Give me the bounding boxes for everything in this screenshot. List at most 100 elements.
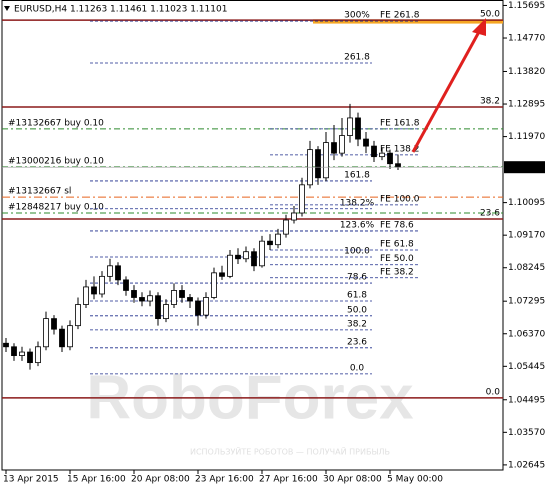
candle-body [219,272,225,277]
candle-body [251,251,257,267]
candle-body [163,304,169,320]
candle-body [115,265,121,281]
candle-body [339,135,345,154]
y-tick-label: 1.12895 [508,100,545,110]
candle-body [155,295,161,320]
arrow-head [472,18,486,36]
candle-body [267,240,273,246]
y-tick-label: 1.05445 [508,362,545,372]
range-level-label: 50.0 [480,10,500,20]
candle-body [387,152,393,165]
candle-body [363,138,369,147]
candle-body [259,240,265,267]
y-tick-label: 1.07295 [508,297,545,307]
y-tick-label: 1.04495 [508,395,545,405]
candle-body [3,342,9,348]
x-tick-label: 23 Apr 16:00 [195,475,254,485]
candle-body [371,145,377,158]
candle-body [51,318,57,330]
order-label: #13000216 buy 0.10 [8,156,104,166]
x-tick-label: 27 Apr 16:00 [259,475,318,485]
candle-body [187,297,193,302]
y-tick-label: 1.10095 [508,198,545,208]
candle-body [299,184,305,214]
candle-body [43,318,49,348]
x-tick-label: 5 May 00:00 [387,475,443,485]
x-tick-label: 15 Apr 16:00 [67,475,126,485]
expansion-label: FE 161.8 [380,118,420,128]
arrow [411,29,482,153]
candle-body [11,346,17,356]
candle-body [203,297,209,316]
retracement-label: 100.0 [344,247,370,257]
expansion-label: FE 50.0 [380,254,414,264]
current-price-label: 1.11101 [508,163,545,173]
range-level-label: 23.6 [480,208,500,218]
candle-body [395,163,401,168]
candle-body [27,351,33,364]
candle-body [75,304,81,327]
retracement-label: 300% [344,11,370,21]
menu-icon [4,6,10,11]
y-tick-label: 1.15695 [508,1,545,11]
candle-body [107,265,113,277]
expansion-label: FE 61.8 [380,239,414,249]
candle-body [347,117,353,136]
candle-body [211,272,217,298]
y-tick-label: 1.14770 [508,34,545,44]
candle-body [235,254,241,260]
order-label: #13132667 sl [8,187,71,197]
retracement-label: 161.8 [344,170,370,180]
x-tick-label: 30 Apr 08:00 [323,475,382,485]
y-tick-label: 1.11970 [508,132,545,142]
candle-body [323,142,329,179]
candle-body [331,142,337,154]
candle-body [179,290,185,298]
candle-body [59,328,65,348]
x-tick-label: 13 Apr 2015 [3,475,59,485]
y-tick-label: 1.09170 [508,231,545,241]
candle-body [131,290,137,298]
candle-body [19,351,25,356]
retracement-label: 23.6 [347,337,367,347]
candle-body [35,346,41,364]
retracement-label: 0.0 [350,363,365,373]
range-level-label: 0.0 [486,387,501,397]
expansion-label: FE 100.0 [380,194,420,204]
watermark-tagline: ИСПОЛЬЗУЙТЕ РОБОТОВ — ПОЛУЧАЙ ПРИБЫЛЬ [190,446,390,457]
candle-body [227,254,233,277]
candle-body [67,325,73,348]
y-tick-label: 1.06370 [508,329,545,339]
y-tick-label: 1.02645 [508,460,545,470]
retracement-label: 50.0 [347,305,367,315]
plot-area [1,0,504,471]
candle-body [275,233,281,246]
expansion-label: FE 261.8 [380,11,420,21]
candle-body [355,117,361,140]
retracement-label: 123.6% [340,220,375,230]
y-tick-label: 1.08245 [508,263,545,273]
candle-body [91,286,97,295]
candle-body [243,251,249,260]
candle-body [83,286,89,305]
range-level-label: 38.2 [480,97,500,107]
expansion-label: FE 38.2 [380,267,414,277]
expansion-label: FE 78.6 [380,220,414,230]
candle-body [99,275,105,295]
order-label: #12848217 buy 0.10 [8,202,104,212]
y-tick-label: 1.13820 [508,67,545,77]
y-tick-label: 1.03570 [508,428,545,438]
retracement-label: 261.8 [344,53,370,63]
retracement-label: 138.2% [340,198,375,208]
candle-body [139,297,145,302]
candle-body [379,152,385,158]
retracement-label: 61.8 [347,291,367,301]
candle-body [315,149,321,179]
expansion-label: FE 138.2 [380,144,420,154]
candle-body [123,279,129,291]
candle-body [283,219,289,235]
current-price-box [504,161,545,174]
candle-body [147,295,153,302]
order-label: #13132667 buy 0.10 [8,118,104,128]
